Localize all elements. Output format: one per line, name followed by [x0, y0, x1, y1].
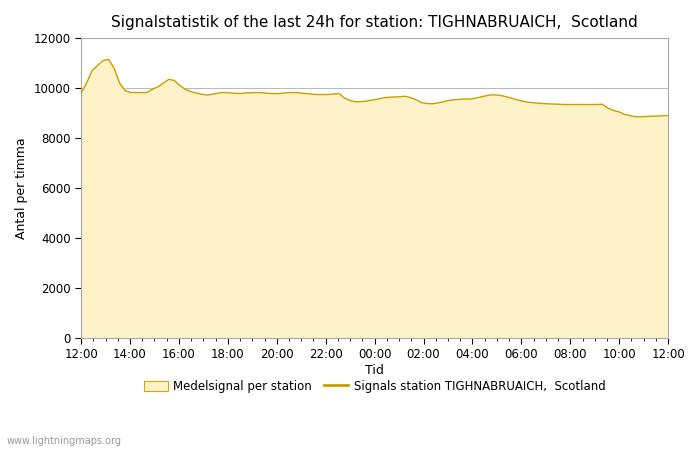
Y-axis label: Antal per timma: Antal per timma: [15, 137, 28, 238]
Legend: Medelsignal per station, Signals station TIGHNABRUAICH,  Scotland: Medelsignal per station, Signals station…: [139, 375, 610, 398]
Text: www.lightningmaps.org: www.lightningmaps.org: [7, 436, 122, 446]
X-axis label: Tid: Tid: [365, 364, 384, 377]
Title: Signalstatistik of the last 24h for station: TIGHNABRUAICH,  Scotland: Signalstatistik of the last 24h for stat…: [111, 15, 638, 30]
